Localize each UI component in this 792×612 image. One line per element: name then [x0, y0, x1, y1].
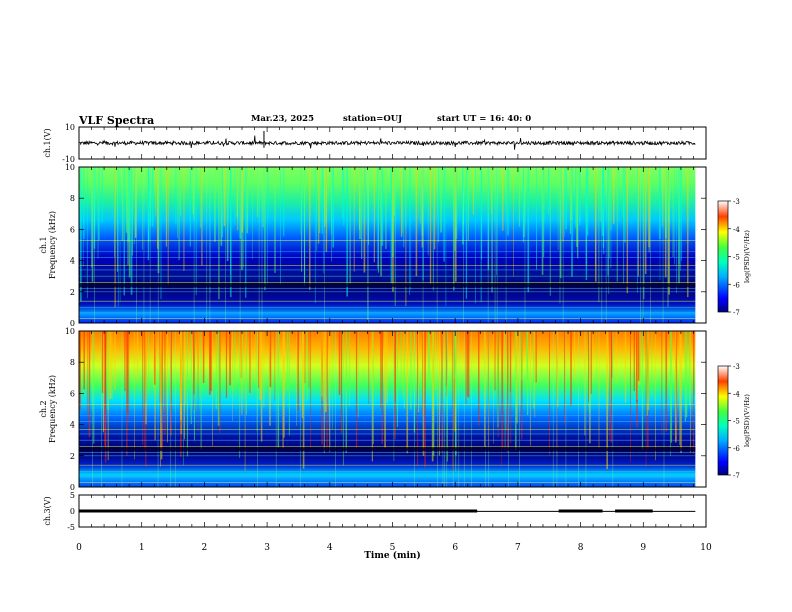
y-axis-label: Frequency (kHz): [48, 375, 57, 443]
y-tick-label: 10: [65, 163, 75, 172]
ch3-signal-segment: [79, 509, 478, 513]
time-axis: 0 1 2 3 4 5 6 7 8 9 10 Time (min): [76, 543, 712, 561]
y-tick-label: 0: [70, 483, 75, 492]
y-tick-label: 2: [70, 452, 75, 461]
spectrogram-base: [79, 167, 696, 323]
y-tick-label: 4: [70, 421, 75, 430]
y-axis-label: ch.3(V): [43, 496, 52, 525]
colorbar-tick-label: -4: [733, 226, 740, 234]
colorbar-label: log(PSD)(V²/Hz): [743, 230, 751, 283]
colorbar-gradient: [717, 200, 729, 313]
y-tick-label: 6: [70, 389, 75, 398]
colorbar-ch1: -3 -4 -5 -6 -7 log(PSD)(V²/Hz): [717, 198, 751, 317]
y-axis-label: Frequency (kHz): [48, 211, 57, 279]
y-tick-label: 5: [70, 491, 75, 500]
y-tick-label: 8: [70, 358, 75, 367]
x-tick-label: 4: [327, 543, 333, 553]
colorbar-tick-label: -3: [733, 198, 740, 206]
x-tick-label: 6: [452, 543, 458, 553]
ch1-waveform-panel: 10 -10 ch.1(V): [43, 123, 707, 164]
spectrogram-dark-band: [79, 283, 696, 288]
x-tick-label: 3: [264, 543, 270, 553]
x-tick-label: 0: [76, 543, 82, 553]
x-tick-label: 5: [390, 543, 396, 553]
y-axis-label: ch.2: [39, 400, 48, 417]
y-tick-label: -5: [67, 523, 75, 532]
x-tick-label: 10: [700, 543, 712, 553]
spectrogram-dark-band: [79, 447, 696, 452]
ch2-spectrogram-panel: 0 2 4 6 8 10 ch.2 Frequency (kHz): [39, 327, 707, 492]
colorbar-tick-label: -5: [733, 418, 740, 426]
y-axis-label: ch.1: [39, 236, 48, 253]
x-axis-label: Time (min): [364, 550, 421, 561]
y-tick-label: 4: [70, 257, 75, 266]
y-tick-label: 0: [70, 507, 75, 516]
colorbar-tick-label: -7: [733, 309, 740, 317]
ch1-waveform-line: [79, 135, 696, 150]
x-tick-label: 8: [578, 543, 584, 553]
ch3-signal-panel: 5 0 -5 ch.3(V): [43, 491, 707, 532]
colorbar-tick-label: -4: [733, 390, 740, 398]
start-time-label: start UT = 16: 40: 0: [437, 114, 532, 124]
chart-title: VLF Spectra: [79, 114, 155, 127]
x-tick-label: 9: [640, 543, 646, 553]
y-tick-label: 6: [70, 225, 75, 234]
x-tick-label: 1: [139, 543, 145, 553]
x-tick-label: 7: [515, 543, 521, 553]
y-tick-label: 10: [65, 123, 75, 132]
y-tick-label: -10: [62, 155, 75, 164]
y-tick-label: 10: [65, 327, 75, 336]
date-label: Mar.23, 2025: [251, 114, 314, 124]
y-tick-label: 2: [70, 288, 75, 297]
colorbar-tick-label: -5: [733, 254, 740, 262]
colorbar-tick-label: -6: [733, 281, 740, 289]
colorbar-label: log(PSD)(V²/Hz): [743, 394, 751, 447]
colorbar-tick-label: -6: [733, 445, 740, 453]
colorbar-tick-label: -3: [733, 363, 740, 371]
ch3-signal-segment: [558, 509, 603, 513]
station-label: station=OUJ: [343, 114, 403, 124]
y-tick-label: 0: [70, 319, 75, 328]
x-tick-label: 2: [202, 543, 208, 553]
y-axis-label: ch.1(V): [43, 128, 52, 157]
ch1-spectrogram-panel: 0 2 4 6 8 10 ch.1 Frequency (kHz): [39, 163, 707, 328]
colorbar-ch2: -3 -4 -5 -6 -7 log(PSD)(V²/Hz): [717, 363, 751, 480]
ch3-signal-segment: [615, 509, 653, 513]
colorbar-gradient: [717, 365, 729, 476]
y-tick-label: 8: [70, 194, 75, 203]
colorbar-tick-label: -7: [733, 472, 740, 480]
